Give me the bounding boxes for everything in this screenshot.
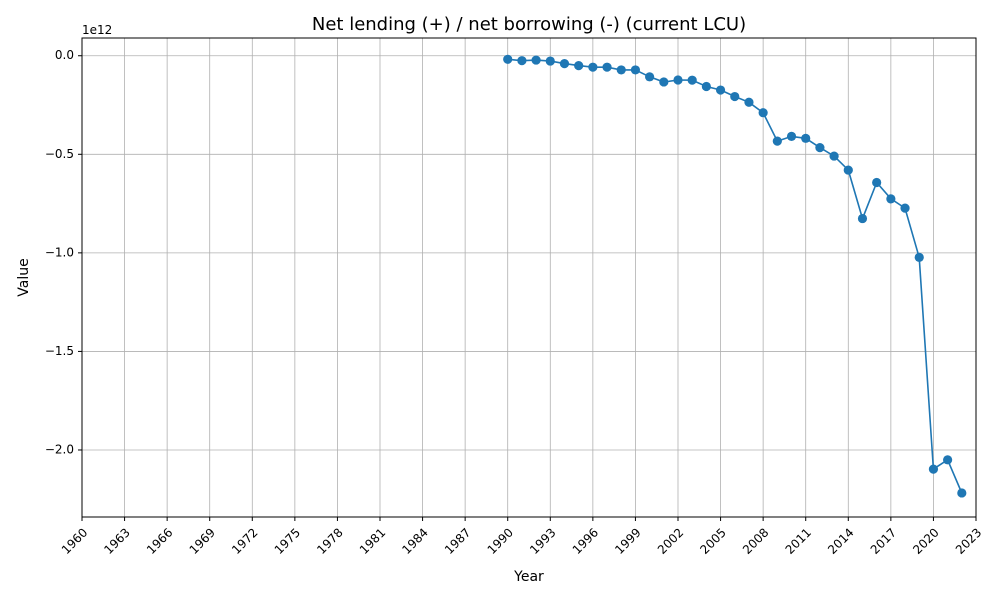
data-point — [503, 54, 513, 64]
data-point — [715, 85, 726, 95]
data-point — [801, 133, 811, 143]
x-tick-label: 1969 — [187, 525, 218, 556]
x-tick-label: 2023 — [953, 525, 984, 556]
x-tick-label: 2008 — [740, 525, 771, 556]
x-tick-label: 1999 — [612, 525, 643, 556]
x-tick-label: 2002 — [655, 525, 686, 556]
y-tick-label: −1.5 — [45, 344, 74, 358]
data-point — [957, 488, 967, 498]
chart-title: Net lending (+) / net borrowing (-) (cur… — [312, 14, 746, 35]
x-tick-label: 2020 — [910, 525, 941, 556]
data-point — [886, 194, 896, 204]
x-tick-label: 2011 — [783, 525, 814, 556]
data-point — [616, 65, 626, 75]
data-point — [687, 75, 697, 85]
y-tick-label: −1.0 — [45, 245, 74, 259]
y-tick-label: −2.0 — [45, 442, 74, 456]
data-point — [701, 81, 711, 92]
x-tick-label: 1963 — [101, 525, 132, 556]
data-point — [900, 203, 910, 213]
data-point — [815, 142, 825, 153]
data-point — [758, 108, 768, 118]
data-point — [872, 177, 882, 188]
x-tick-label: 2014 — [825, 525, 856, 556]
x-tick-label: 1972 — [229, 525, 260, 556]
series-line — [507, 58, 963, 494]
data-point — [517, 56, 527, 66]
y-tick-label: 0.0 — [55, 48, 74, 62]
data-point — [545, 56, 555, 66]
x-tick-label: 1960 — [59, 525, 90, 556]
y-axis-title: Value — [16, 258, 32, 296]
data-point — [559, 59, 570, 69]
data-point — [531, 55, 541, 65]
x-tick-label: 1987 — [442, 525, 473, 556]
data-point — [630, 65, 641, 75]
data-point — [843, 165, 853, 175]
x-tick-label: 1981 — [357, 525, 388, 556]
data-point — [588, 62, 598, 72]
data-point — [914, 252, 924, 262]
data-point — [786, 131, 797, 141]
x-tick-label: 1966 — [144, 525, 175, 556]
x-tick-label: 2017 — [868, 525, 899, 556]
data-point — [730, 91, 740, 102]
data-points — [503, 54, 967, 498]
x-axis-ticks: 1960 1963 1966 1969 1972 1975 1978 1981 1984 1987… — [59, 517, 984, 557]
data-point — [673, 75, 683, 85]
x-tick-label: 1984 — [399, 525, 430, 556]
data-point — [744, 97, 754, 107]
x-tick-label: 2005 — [697, 525, 728, 556]
data-point — [602, 62, 612, 72]
data-point — [928, 464, 939, 474]
data-point — [829, 151, 839, 161]
data-point — [645, 72, 655, 82]
x-tick-label: 1990 — [485, 525, 516, 556]
data-point — [772, 136, 782, 146]
x-tick-label: 1996 — [570, 525, 601, 556]
y-tick-label: −0.5 — [45, 147, 74, 161]
data-point — [857, 213, 868, 224]
plot-frame — [81, 37, 977, 518]
x-tick-label: 1978 — [314, 525, 345, 556]
data-point — [574, 60, 584, 71]
grid — [81, 38, 977, 517]
x-tick-label: 1975 — [272, 525, 303, 556]
y-axis-ticks: 0.0 −0.5 −1.0 −1.5 −2.0 — [45, 48, 82, 456]
y-axis-offset-label: 1e12 — [82, 23, 112, 37]
x-axis-title: Year — [513, 569, 544, 585]
data-point — [943, 455, 953, 465]
series-line-layer — [507, 58, 963, 494]
data-point — [659, 77, 669, 87]
x-tick-label: 1993 — [527, 525, 558, 556]
